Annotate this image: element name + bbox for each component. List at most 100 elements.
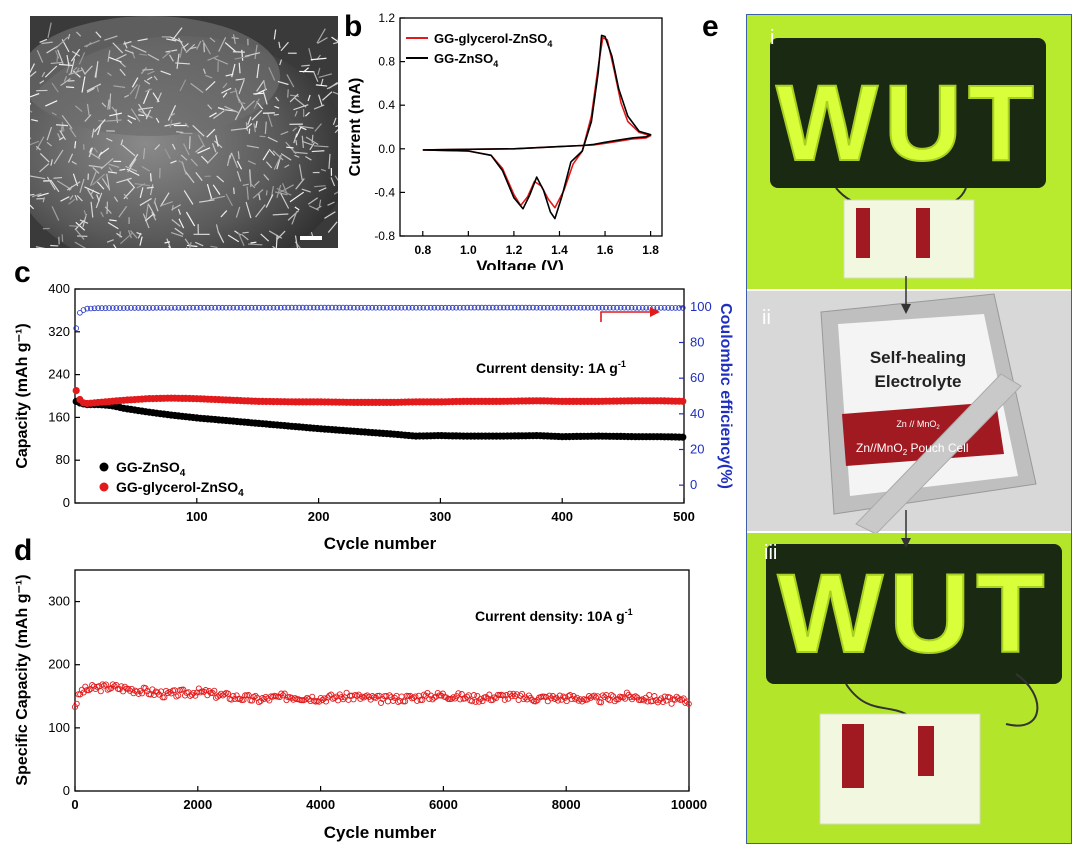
data-point-long-cycling <box>161 694 168 701</box>
data-point-CE <box>314 304 321 311</box>
data-point-CE <box>570 304 576 311</box>
data-point-CE <box>376 304 383 311</box>
sem-spike <box>276 230 286 240</box>
sem-spike <box>147 70 155 75</box>
sem-spike <box>71 160 77 165</box>
data-point-CE <box>416 304 423 311</box>
data-point-CE <box>351 304 357 311</box>
data-point-long-cycling <box>242 692 249 699</box>
data-point-long-cycling <box>599 692 606 699</box>
long-cycling-plot-frame <box>74 569 690 792</box>
data-point-CE <box>296 304 302 311</box>
sem-spike <box>190 82 204 94</box>
sem-spike <box>57 133 61 140</box>
sem-spike <box>94 66 98 78</box>
sem-spike <box>251 109 263 121</box>
sem-spike <box>149 184 154 196</box>
data-point-long-cycling <box>309 693 316 700</box>
sem-spike <box>145 204 149 221</box>
data-point-long-cycling <box>663 697 670 704</box>
data-point-long-cycling <box>610 693 617 700</box>
data-point-CE <box>486 304 492 311</box>
data-point-long-cycling <box>608 691 615 699</box>
pouch-title-line1: Self-healing <box>870 348 966 367</box>
sem-spike <box>35 145 41 151</box>
sem-spike <box>96 86 99 92</box>
sem-spike <box>183 143 190 156</box>
data-point-CE <box>77 309 83 316</box>
sem-spike <box>169 119 173 128</box>
sem-spike <box>145 109 152 120</box>
sem-spike <box>124 94 130 98</box>
sem-spike <box>51 206 60 221</box>
data-point-long-cycling <box>417 696 424 704</box>
data-point-CE <box>329 304 335 311</box>
sem-spike <box>174 227 184 235</box>
led-demo-photos: WUT i Self-healing Electrolyte Zn // MnO… <box>745 13 1073 845</box>
sem-spike <box>74 241 87 248</box>
data-point-CE <box>493 304 500 311</box>
sem-spike <box>41 41 53 45</box>
data-point-long-cycling <box>180 686 187 693</box>
sem-spike <box>112 42 124 54</box>
sem-spike <box>294 235 299 248</box>
sem-spike <box>123 41 132 45</box>
sem-spike <box>106 239 114 243</box>
data-point-CE <box>559 304 565 311</box>
sem-spike <box>155 117 160 123</box>
data-point-CE <box>212 304 218 311</box>
sem-spike <box>151 211 157 221</box>
sem-spike <box>30 93 40 98</box>
data-point-CE <box>544 304 551 311</box>
data-point-CE <box>672 305 679 311</box>
data-point-CE <box>358 304 365 311</box>
sem-spike <box>96 181 105 190</box>
sem-spike <box>315 84 328 87</box>
sem-spike <box>39 163 50 173</box>
pouch-title-line2: Electrolyte <box>875 372 962 391</box>
data-point-long-cycling <box>601 693 608 701</box>
data-point-long-cycling <box>556 692 563 699</box>
sem-spike <box>95 31 102 38</box>
sem-spike <box>275 235 278 248</box>
sem-spike <box>186 244 198 248</box>
data-point-CE <box>519 304 525 311</box>
sem-spike <box>46 45 59 54</box>
sem-spike <box>225 73 234 77</box>
data-point-CE <box>541 304 547 311</box>
sem-spike <box>139 53 148 56</box>
data-point-CE <box>435 304 441 311</box>
sem-spike <box>276 184 282 199</box>
sem-spike <box>234 88 240 102</box>
data-point-long-cycling <box>400 698 407 705</box>
data-point-CE <box>292 304 299 311</box>
data-point-CE <box>577 304 584 311</box>
sem-spike <box>129 84 138 95</box>
data-point-long-cycling <box>372 694 379 701</box>
sem-spike <box>293 133 298 144</box>
data-point-long-cycling <box>228 696 235 703</box>
sem-spike <box>139 236 143 246</box>
data-point-long-cycling <box>221 691 228 698</box>
sem-spike <box>79 219 89 224</box>
data-point-long-cycling <box>439 690 446 697</box>
sem-spike <box>206 128 216 138</box>
data-point-long-cycling <box>298 697 305 704</box>
sem-spike <box>123 193 129 200</box>
legend-marker-znso4 <box>99 462 109 472</box>
sem-spike <box>41 71 46 78</box>
data-point-CE <box>288 304 295 311</box>
sem-spike <box>263 174 270 181</box>
sem-spike <box>184 122 189 128</box>
sem-spike <box>50 179 60 193</box>
sem-spike <box>256 79 265 92</box>
data-point-long-cycling <box>75 691 82 698</box>
sem-spike <box>286 74 295 88</box>
sem-spike <box>63 76 68 82</box>
sem-spike <box>166 38 177 42</box>
data-point-CE <box>537 304 544 311</box>
sem-spike <box>138 106 154 111</box>
data-point-CE <box>413 304 419 311</box>
sem-spike <box>256 63 260 79</box>
sem-spike <box>119 68 126 77</box>
